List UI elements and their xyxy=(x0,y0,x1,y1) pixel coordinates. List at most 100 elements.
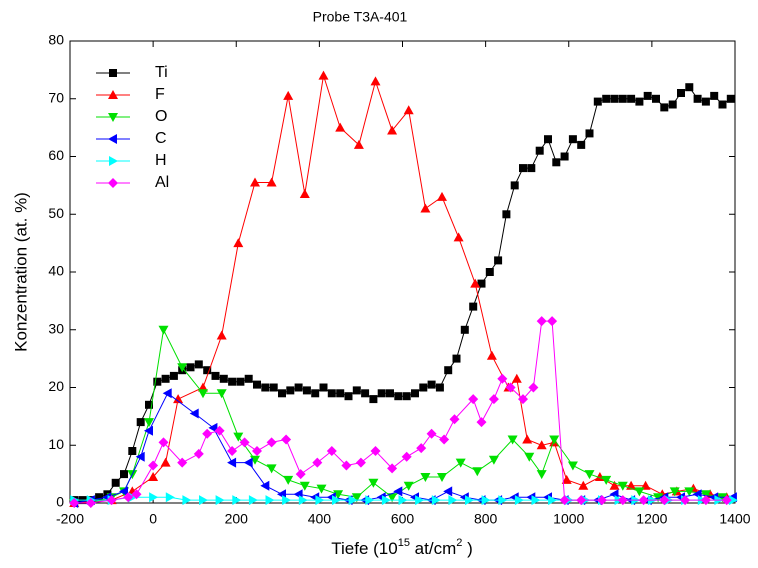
data-point xyxy=(700,490,711,500)
data-point xyxy=(253,380,261,389)
data-point xyxy=(460,325,469,334)
data-point xyxy=(111,478,120,487)
data-point xyxy=(266,437,277,448)
data-point xyxy=(477,279,486,288)
y-tick-label: 20 xyxy=(48,378,64,394)
data-point xyxy=(326,446,337,456)
data-point xyxy=(335,122,346,132)
data-point xyxy=(668,100,677,109)
data-point xyxy=(536,440,547,450)
legend-marker xyxy=(108,113,118,122)
data-point xyxy=(476,417,487,428)
legend-label: C xyxy=(155,130,167,147)
data-point xyxy=(684,487,695,497)
data-point xyxy=(568,135,577,144)
data-point xyxy=(227,446,238,456)
data-point xyxy=(559,495,570,506)
data-point xyxy=(522,434,533,444)
data-point xyxy=(653,493,664,503)
data-point xyxy=(282,495,292,506)
x-tick-label: 0 xyxy=(149,511,157,527)
data-point xyxy=(202,428,213,439)
data-point xyxy=(186,363,195,372)
data-point xyxy=(302,386,311,395)
x-label-part: ) xyxy=(462,539,472,558)
y-tick-label: 80 xyxy=(48,32,64,48)
data-point xyxy=(403,481,414,491)
data-point xyxy=(149,492,159,503)
data-point xyxy=(585,129,594,138)
data-point xyxy=(444,366,453,375)
data-point xyxy=(352,386,361,395)
data-point xyxy=(316,484,327,494)
data-point xyxy=(131,489,142,500)
data-point xyxy=(420,473,431,482)
data-point xyxy=(319,383,328,392)
legend-label: O xyxy=(155,108,167,125)
data-point xyxy=(281,434,292,445)
data-point xyxy=(415,495,425,506)
data-point xyxy=(398,495,408,506)
data-point xyxy=(123,492,134,503)
data-point xyxy=(452,354,461,363)
legend-label: H xyxy=(155,152,167,169)
data-point xyxy=(269,383,278,392)
data-point xyxy=(498,495,508,506)
data-point xyxy=(266,464,277,474)
data-point xyxy=(250,177,260,187)
data-point xyxy=(576,495,587,506)
data-point xyxy=(106,495,117,506)
data-point xyxy=(298,495,308,506)
x-tick-label: 1000 xyxy=(553,511,584,527)
data-point xyxy=(465,495,474,506)
data-point xyxy=(198,389,208,399)
data-point xyxy=(547,316,558,327)
data-point xyxy=(721,495,732,506)
data-point xyxy=(69,498,80,508)
data-point xyxy=(514,495,524,506)
data-point xyxy=(233,432,244,442)
data-point xyxy=(535,146,544,155)
data-point xyxy=(728,495,738,506)
data-point xyxy=(669,487,680,497)
data-point xyxy=(680,495,691,506)
data-point xyxy=(286,386,295,395)
data-point xyxy=(348,495,358,506)
data-point xyxy=(403,105,414,115)
data-point xyxy=(211,371,220,380)
data-point xyxy=(327,389,336,398)
data-point xyxy=(248,495,258,506)
data-point xyxy=(610,94,619,103)
data-point xyxy=(355,457,366,468)
data-point xyxy=(148,460,159,471)
x-label-part: Tiefe (10 xyxy=(331,539,397,558)
data-point xyxy=(315,495,325,506)
data-point xyxy=(426,428,437,439)
data-point xyxy=(652,94,660,103)
data-point xyxy=(148,472,159,481)
data-point xyxy=(544,135,552,144)
data-point xyxy=(494,256,503,265)
data-point xyxy=(260,480,270,491)
data-point xyxy=(182,495,192,506)
data-point xyxy=(602,94,611,103)
data-point xyxy=(278,389,286,398)
data-point xyxy=(519,164,527,173)
data-point xyxy=(453,232,464,242)
series-line xyxy=(74,328,723,504)
data-point xyxy=(177,363,188,373)
data-point xyxy=(387,493,398,503)
x-tick-label: 1200 xyxy=(636,511,667,527)
data-point xyxy=(162,388,172,399)
data-point xyxy=(216,389,227,399)
data-point xyxy=(239,437,250,448)
legend-marker xyxy=(108,178,118,188)
data-point xyxy=(266,177,277,187)
data-point xyxy=(505,382,516,393)
data-point xyxy=(659,495,670,506)
x-label-sup: 2 xyxy=(456,537,462,549)
data-point xyxy=(488,455,499,465)
data-point xyxy=(236,377,245,386)
data-point xyxy=(351,493,362,503)
data-point xyxy=(144,418,154,428)
